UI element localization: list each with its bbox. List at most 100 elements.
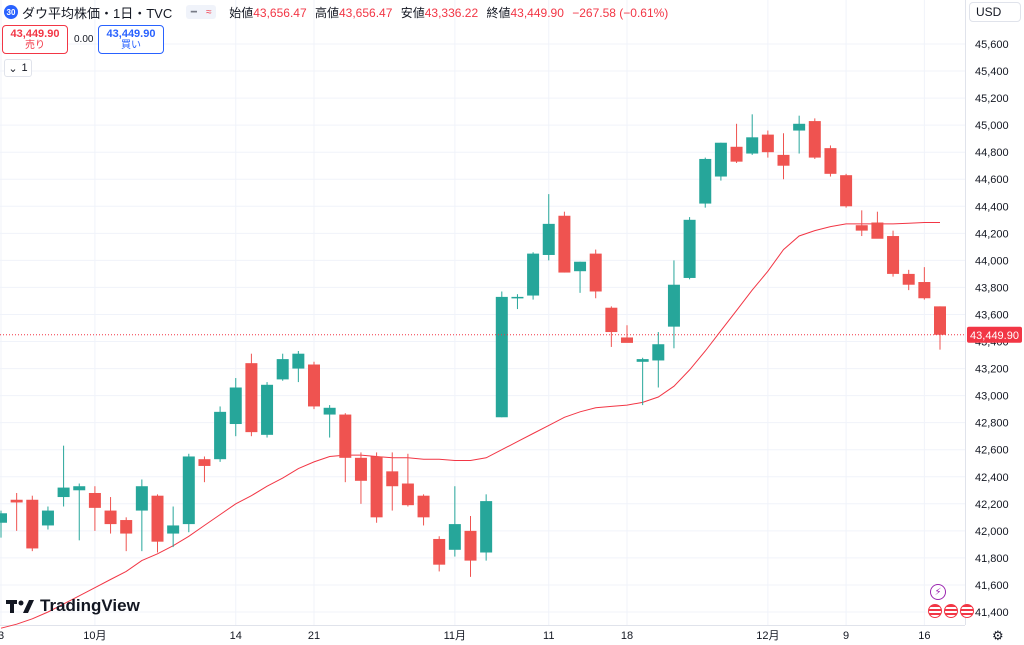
us-flag-icon[interactable] <box>928 604 942 618</box>
y-tick-label: 41,800 <box>975 553 1009 565</box>
candle-down <box>464 530 477 561</box>
symbol-badge[interactable]: 30 <box>4 5 18 19</box>
candle-up <box>261 384 274 435</box>
candle-down <box>401 483 414 506</box>
candle-down <box>433 538 446 565</box>
close-label: 終値 <box>486 5 511 20</box>
buy-button[interactable]: 43,449.90 買い <box>98 25 164 54</box>
candle-up <box>652 344 665 361</box>
y-tick-label: 42,200 <box>975 499 1009 511</box>
candle-up <box>480 501 493 553</box>
y-tick-label: 45,200 <box>975 93 1009 105</box>
candle-down <box>386 471 399 487</box>
y-tick-label: 42,400 <box>975 472 1009 484</box>
candle-up <box>0 513 7 523</box>
y-tick-label: 45,000 <box>975 120 1009 132</box>
tradingview-logo[interactable]: TradingView <box>6 596 140 616</box>
candle-up <box>495 296 508 418</box>
y-tick-label: 43,800 <box>975 282 1009 294</box>
candle-down <box>308 364 320 407</box>
high-value: 43,656.47 <box>339 5 393 20</box>
x-tick-label: 21 <box>308 630 320 642</box>
candle-down <box>417 495 430 518</box>
candle-down <box>370 456 383 518</box>
moving-average-line <box>0 222 940 629</box>
y-tick-label: 44,600 <box>975 174 1009 186</box>
candle-down <box>840 175 853 207</box>
us-flag-icon[interactable] <box>944 604 958 618</box>
candle-down <box>855 225 868 231</box>
lots-selector[interactable]: ⌄ 1 <box>4 59 32 77</box>
bolt-icon[interactable]: ⚡ <box>930 584 946 600</box>
gear-icon[interactable]: ⚙ <box>992 628 1004 643</box>
y-tick-label: 44,800 <box>975 147 1009 159</box>
minus-icon: ━ <box>190 6 197 18</box>
candle-up <box>229 387 242 425</box>
y-tick-label: 43,600 <box>975 309 1009 321</box>
y-tick-label: 44,000 <box>975 255 1009 267</box>
candle-down <box>808 121 821 158</box>
candle-down <box>104 510 117 525</box>
change-value: −267.58 (−0.61%) <box>572 5 669 20</box>
sell-label: 売り <box>25 39 45 51</box>
tradingview-logo-icon <box>6 600 34 613</box>
sell-button[interactable]: 43,449.90 売り <box>2 25 68 54</box>
candle-up <box>793 123 806 131</box>
spread-value: 0.00 <box>74 34 94 45</box>
candle-up <box>667 284 680 327</box>
buy-price: 43,449.90 <box>106 27 156 40</box>
y-tick-label: 43,000 <box>975 391 1009 403</box>
currency-selector[interactable]: USD <box>969 2 1021 22</box>
candle-up <box>683 219 696 278</box>
y-tick-label: 43,200 <box>975 364 1009 376</box>
candle-up <box>636 359 649 362</box>
x-tick-label: 16 <box>918 630 930 642</box>
candle-up <box>746 137 759 154</box>
candle-down <box>558 215 571 273</box>
x-tick-label: 11 <box>543 630 554 642</box>
candle-up <box>276 359 289 380</box>
last-price-label: 43,449.90 <box>970 330 1019 342</box>
chart-style-toggle[interactable]: ━ ≈ <box>186 5 217 19</box>
candle-down <box>621 337 633 343</box>
candle-up <box>292 353 305 369</box>
candle-up <box>574 261 587 272</box>
y-tick-label: 42,800 <box>975 418 1009 430</box>
candle-down <box>245 363 258 433</box>
y-tick-label: 44,200 <box>975 228 1009 240</box>
x-tick-label: 14 <box>230 630 242 642</box>
candle-up <box>448 524 461 550</box>
high-label: 高値 <box>314 5 339 20</box>
candle-down <box>354 457 367 481</box>
event-flags[interactable] <box>928 604 976 618</box>
candle-up <box>73 486 86 491</box>
buy-label: 買い <box>121 39 141 51</box>
candle-down <box>198 459 211 466</box>
candle-up <box>511 296 524 299</box>
x-tick-label: 10月 <box>83 630 106 642</box>
candle-down <box>605 307 618 333</box>
symbol-name[interactable]: ダウ平均株価・1日・TVC <box>22 5 173 21</box>
x-tick-label: 11月 <box>444 630 466 642</box>
candle-down <box>26 499 39 549</box>
candle-down <box>871 222 884 239</box>
candle-up <box>714 142 727 177</box>
candle-down <box>151 495 164 542</box>
us-flag-icon[interactable] <box>960 604 974 618</box>
open-label: 始値 <box>229 5 254 20</box>
y-tick-label: 45,400 <box>975 66 1009 78</box>
candle-up <box>214 411 227 460</box>
candle-down <box>887 236 900 274</box>
candle-down <box>824 148 837 174</box>
candle-down <box>88 492 101 508</box>
y-tick-label: 41,400 <box>975 607 1009 619</box>
open-value: 43,656.47 <box>253 5 307 20</box>
candle-up <box>699 158 712 204</box>
ohlc-readout: 始値43,656.47 高値43,656.47 安値43,336.22 終値43… <box>224 4 668 21</box>
candle-up <box>41 510 54 526</box>
candle-up <box>167 525 180 534</box>
last-price-badge <box>967 326 1022 343</box>
x-tick-label: 18 <box>621 630 633 642</box>
y-tick-label: 41,600 <box>975 580 1009 592</box>
